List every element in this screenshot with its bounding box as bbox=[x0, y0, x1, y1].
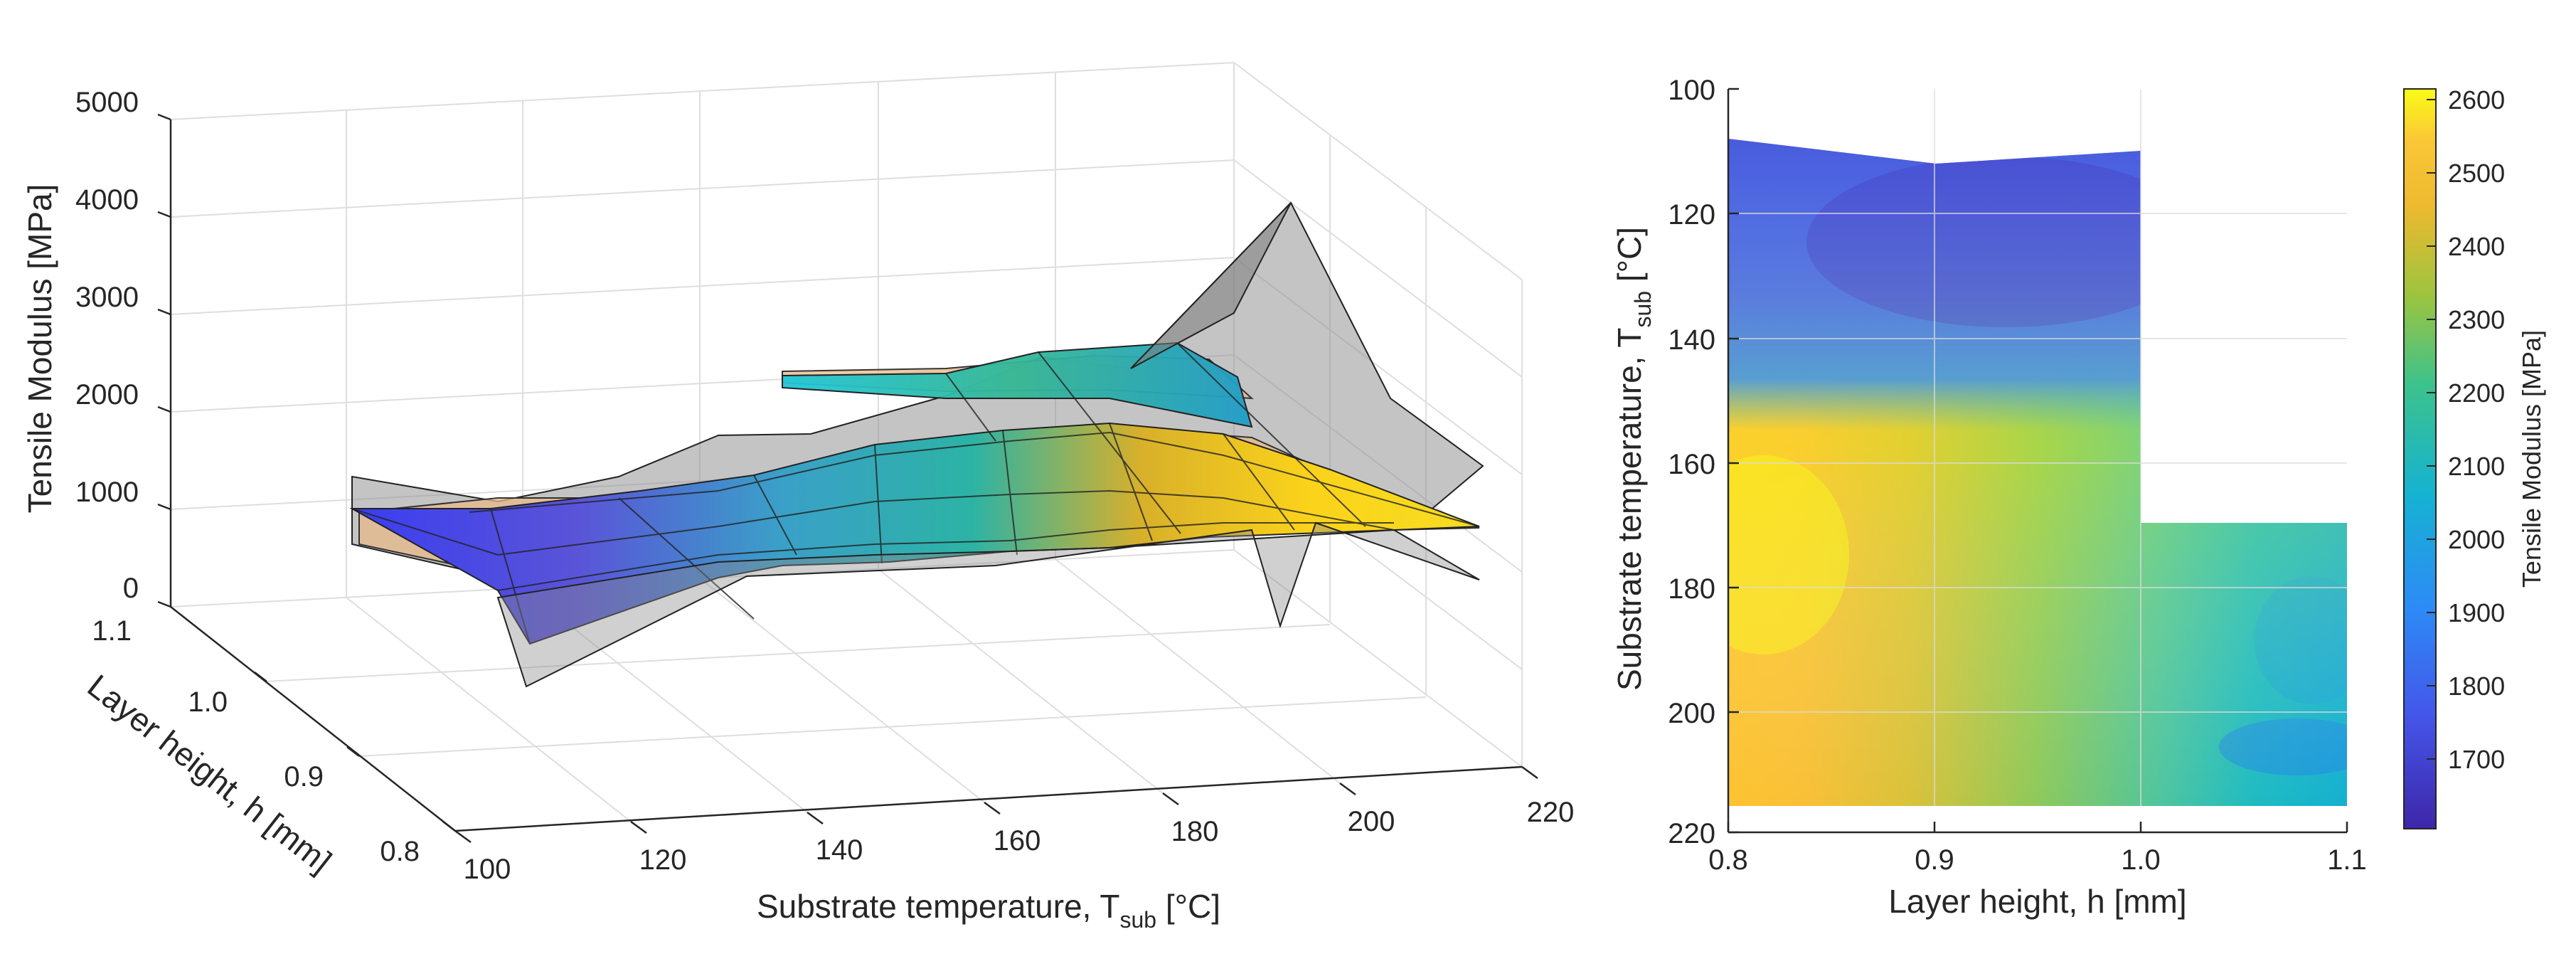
axis-lines bbox=[157, 113, 1538, 844]
z-tick: 3000 bbox=[75, 282, 139, 313]
y-tick: 0.9 bbox=[284, 761, 324, 792]
colorbar-tick: 2500 bbox=[2448, 159, 2505, 188]
heatmap-x-ticks: 0.8 0.9 1.0 1.1 bbox=[1708, 844, 2367, 876]
y-axis-ticks: 1.1 1.0 0.9 0.8 bbox=[92, 615, 420, 867]
colorbar-tick: 2600 bbox=[2448, 85, 2505, 115]
colorbar: 1700 1800 1900 2000 2100 2200 2300 2400 … bbox=[2403, 85, 2546, 829]
z-axis-ticks: 0 1000 2000 3000 4000 5000 bbox=[75, 87, 139, 604]
surface-plot: 0 1000 2000 3000 4000 5000 Tensile Modul… bbox=[21, 62, 1575, 933]
x-tick: 0.9 bbox=[1915, 844, 1954, 876]
surface-lower-bound bbox=[496, 202, 1480, 688]
x-tick: 140 bbox=[816, 834, 863, 866]
colorbar-label: Tensile Modulus [MPa] bbox=[2517, 330, 2546, 588]
y-tick: 160 bbox=[1668, 449, 1715, 480]
colorbar-tick: 2100 bbox=[2448, 452, 2505, 481]
surface-mesh bbox=[351, 342, 1480, 645]
heatmap-plot: 100 120 140 160 180 200 220 0.8 0.9 1.0 … bbox=[1611, 75, 2367, 920]
x-tick: 1.0 bbox=[2121, 844, 2161, 876]
colorbar-tick: 2000 bbox=[2448, 525, 2505, 554]
colorbar-tick: 2400 bbox=[2448, 232, 2505, 261]
colorbar-tick: 1900 bbox=[2448, 598, 2505, 627]
z-tick: 0 bbox=[123, 573, 139, 604]
x-tick: 1.1 bbox=[2327, 844, 2367, 876]
colorbar-tick: 2200 bbox=[2448, 378, 2505, 408]
heatmap-y-ticks: 100 120 140 160 180 200 220 bbox=[1668, 75, 1715, 849]
y-tick: 180 bbox=[1668, 573, 1715, 605]
y-tick: 220 bbox=[1668, 818, 1715, 849]
colorbar-ticks bbox=[2427, 99, 2436, 760]
z-axis-label: Tensile Modulus [MPa] bbox=[21, 184, 58, 514]
z-tick: 4000 bbox=[75, 184, 139, 216]
z-tick: 5000 bbox=[75, 87, 139, 118]
y-tick: 200 bbox=[1668, 698, 1715, 729]
x-tick: 0.8 bbox=[1708, 844, 1748, 876]
heatmap-y-label: Substrate temperature, Tsub [°C] bbox=[1611, 227, 1656, 691]
colorbar-tick: 1700 bbox=[2448, 745, 2505, 774]
y-tick: 100 bbox=[1668, 75, 1715, 106]
x-tick: 100 bbox=[464, 854, 511, 885]
x-axis-ticks: 100 120 140 160 180 200 220 bbox=[464, 797, 1575, 885]
y-tick: 1.1 bbox=[92, 615, 132, 647]
colorbar-tick: 1800 bbox=[2448, 672, 2505, 701]
heatmap-axes bbox=[1727, 87, 2348, 834]
x-tick: 220 bbox=[1527, 797, 1575, 828]
x-axis-label: Substrate temperature, Tsub [°C] bbox=[757, 888, 1220, 933]
colorbar-tick-labels: 1700 1800 1900 2000 2100 2200 2300 2400 … bbox=[2448, 85, 2505, 774]
x-tick: 200 bbox=[1348, 806, 1395, 837]
x-tick: 180 bbox=[1171, 816, 1219, 847]
y-tick: 1.0 bbox=[188, 686, 228, 718]
y-tick: 0.8 bbox=[380, 836, 420, 867]
z-tick: 1000 bbox=[75, 477, 139, 508]
x-tick: 120 bbox=[639, 844, 687, 876]
y-tick: 140 bbox=[1668, 324, 1715, 356]
x-tick: 160 bbox=[994, 825, 1041, 856]
heatmap-x-label: Layer height, h [mm] bbox=[1888, 883, 2186, 920]
z-tick: 2000 bbox=[75, 379, 139, 410]
colorbar-tick: 2300 bbox=[2448, 305, 2505, 334]
heatmap-grid bbox=[1728, 89, 2347, 806]
y-tick: 120 bbox=[1668, 199, 1715, 230]
